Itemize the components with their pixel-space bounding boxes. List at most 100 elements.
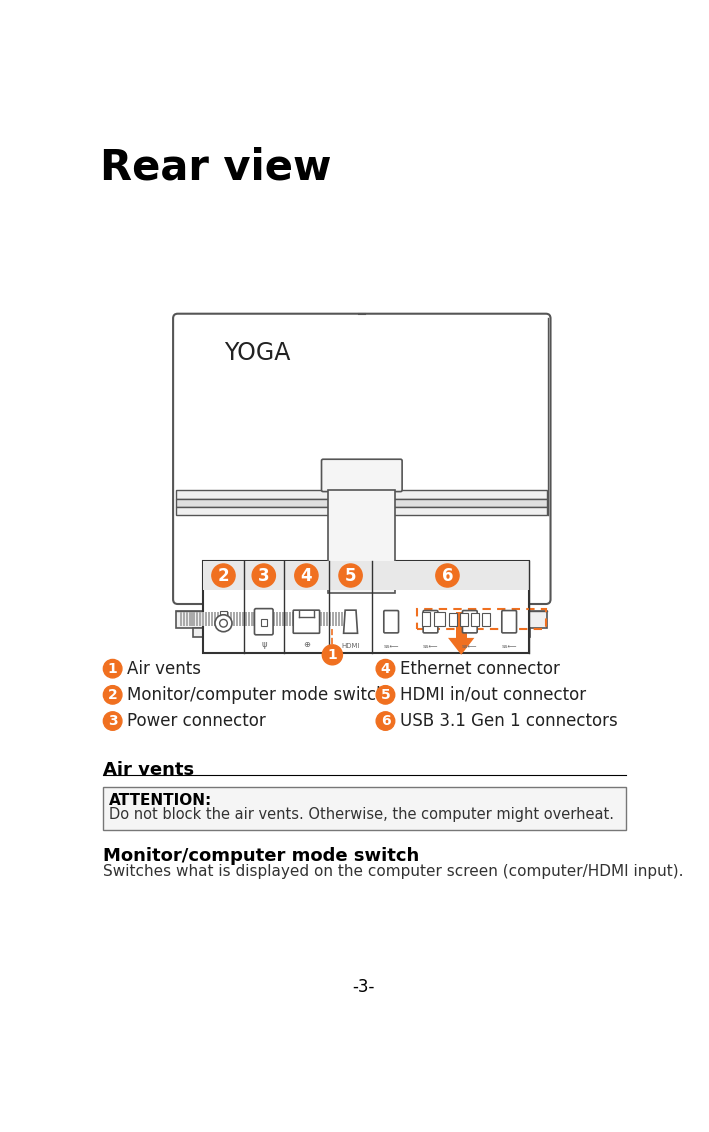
- Bar: [328, 490, 395, 593]
- Bar: [289, 612, 291, 626]
- Bar: [279, 612, 281, 626]
- Text: 4: 4: [381, 662, 391, 676]
- Circle shape: [104, 712, 122, 730]
- Text: ss⟵: ss⟵: [423, 644, 438, 650]
- Bar: [211, 612, 213, 626]
- Text: 5: 5: [381, 688, 391, 702]
- Bar: [307, 612, 309, 626]
- Bar: [177, 490, 547, 499]
- Bar: [298, 611, 314, 617]
- Bar: [189, 612, 191, 626]
- Text: ss⟵: ss⟵: [462, 644, 478, 650]
- Circle shape: [339, 564, 362, 588]
- Bar: [286, 612, 288, 626]
- Bar: [261, 612, 263, 626]
- Text: 6: 6: [442, 566, 453, 584]
- Bar: [291, 612, 294, 626]
- Polygon shape: [344, 610, 357, 633]
- Bar: [245, 612, 247, 626]
- Circle shape: [376, 712, 395, 730]
- Text: 2: 2: [108, 688, 118, 702]
- Bar: [270, 612, 272, 626]
- Bar: [257, 612, 259, 626]
- Bar: [323, 612, 325, 626]
- Text: Ethernet connector: Ethernet connector: [400, 660, 560, 678]
- Text: ss⟵: ss⟵: [384, 644, 399, 650]
- Bar: [192, 612, 195, 626]
- Bar: [282, 612, 284, 626]
- Bar: [208, 612, 210, 626]
- Bar: [183, 612, 185, 626]
- Bar: [220, 612, 223, 626]
- Bar: [482, 614, 490, 626]
- Bar: [223, 612, 225, 626]
- Bar: [295, 612, 297, 626]
- Bar: [177, 499, 547, 507]
- Bar: [311, 612, 313, 626]
- Bar: [418, 609, 546, 629]
- Circle shape: [220, 619, 228, 627]
- Bar: [230, 612, 232, 626]
- Circle shape: [376, 686, 395, 704]
- Bar: [329, 612, 331, 626]
- Bar: [177, 611, 547, 628]
- Bar: [180, 612, 182, 626]
- Circle shape: [104, 660, 122, 678]
- Bar: [316, 612, 318, 626]
- Bar: [242, 612, 244, 626]
- Bar: [177, 507, 547, 515]
- Bar: [255, 612, 257, 626]
- Bar: [301, 612, 303, 626]
- Text: ATTENTION:: ATTENTION:: [108, 794, 212, 808]
- Bar: [345, 612, 347, 626]
- Bar: [456, 612, 467, 637]
- Bar: [304, 612, 306, 626]
- Bar: [202, 612, 204, 626]
- Text: Monitor/computer mode switch: Monitor/computer mode switch: [103, 848, 419, 865]
- FancyBboxPatch shape: [255, 609, 273, 635]
- Text: 3: 3: [258, 566, 269, 584]
- FancyBboxPatch shape: [502, 610, 517, 633]
- Text: 6: 6: [381, 714, 390, 728]
- Bar: [335, 612, 337, 626]
- Text: 2: 2: [218, 566, 229, 584]
- Text: Monitor/computer mode switch: Monitor/computer mode switch: [128, 686, 387, 704]
- Bar: [298, 612, 300, 626]
- Bar: [194, 628, 530, 637]
- Bar: [248, 612, 250, 626]
- Bar: [313, 612, 316, 626]
- Bar: [338, 612, 340, 626]
- Text: 5: 5: [345, 566, 357, 584]
- Text: YOGA: YOGA: [224, 342, 291, 366]
- Bar: [203, 560, 529, 590]
- Polygon shape: [448, 637, 474, 654]
- Circle shape: [104, 686, 122, 704]
- Bar: [239, 612, 241, 626]
- Text: Air vents: Air vents: [103, 761, 194, 779]
- Circle shape: [215, 615, 232, 632]
- Bar: [217, 612, 220, 626]
- Text: Air vents: Air vents: [128, 660, 201, 678]
- Text: HDMI: HDMI: [341, 643, 360, 650]
- Text: -3-: -3-: [352, 978, 374, 996]
- Bar: [233, 612, 235, 626]
- Bar: [325, 461, 398, 490]
- Text: ψ: ψ: [261, 641, 267, 650]
- Bar: [277, 612, 279, 626]
- Bar: [186, 612, 189, 626]
- Bar: [471, 614, 479, 626]
- Text: 1: 1: [328, 648, 337, 662]
- Bar: [214, 612, 216, 626]
- Text: USB 3.1 Gen 1 connectors: USB 3.1 Gen 1 connectors: [400, 712, 618, 730]
- Bar: [199, 612, 201, 626]
- Bar: [325, 612, 328, 626]
- Circle shape: [323, 645, 342, 664]
- Bar: [236, 612, 238, 626]
- Text: 1: 1: [108, 662, 118, 676]
- Circle shape: [436, 564, 459, 588]
- FancyBboxPatch shape: [294, 610, 320, 633]
- Bar: [261, 619, 267, 626]
- Text: 3: 3: [108, 714, 118, 728]
- Bar: [196, 612, 198, 626]
- Circle shape: [376, 660, 395, 678]
